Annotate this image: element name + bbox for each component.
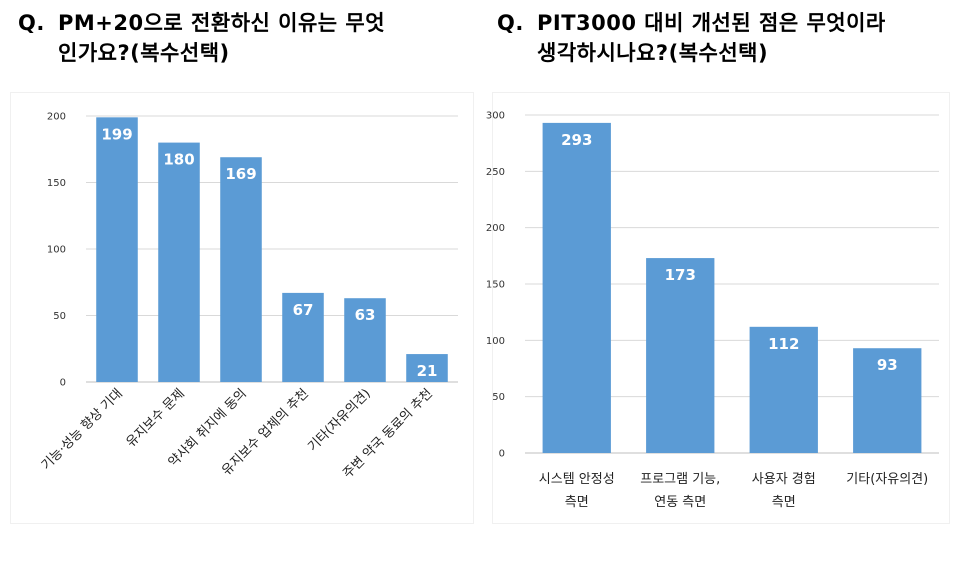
data-label: 21 — [417, 362, 438, 380]
question-prefix: Q. — [18, 11, 45, 35]
bar — [646, 258, 715, 453]
data-label: 112 — [768, 335, 799, 353]
question-2-title: Q. PIT3000 대비 개선된 점은 무엇이라 생각하시나요?(복수선택) — [497, 8, 957, 68]
bar — [406, 354, 448, 382]
y-tick-label: 150 — [47, 178, 66, 189]
y-tick-label: 150 — [486, 280, 505, 291]
y-tick-label: 50 — [492, 392, 505, 403]
y-tick-label: 200 — [47, 112, 66, 123]
x-tick-label: 사용자 경험 — [752, 472, 816, 487]
data-label: 67 — [293, 301, 314, 319]
x-tick-label: 프로그램 기능, — [640, 472, 720, 487]
x-tick-label: 기타(자유의견) — [846, 472, 928, 487]
x-tick-label: 연동 측면 — [654, 495, 706, 510]
y-tick-label: 100 — [47, 245, 66, 256]
data-label: 173 — [665, 266, 696, 284]
y-tick-label: 200 — [486, 223, 505, 234]
data-label: 199 — [101, 125, 132, 143]
x-tick-label: 기타(자유의견) — [305, 386, 374, 455]
data-label: 169 — [225, 165, 256, 183]
x-tick-label: 시스템 안정성 — [539, 472, 615, 487]
bar — [749, 326, 818, 453]
x-tick-label: 측면 — [565, 495, 589, 510]
bar — [220, 157, 262, 382]
data-label: 63 — [355, 306, 376, 324]
question-prefix: Q. — [497, 11, 524, 35]
question-line: 인가요?(복수선택) — [58, 41, 230, 65]
bar — [853, 348, 922, 453]
question-1-title: Q. PM+20으로 전환하신 이유는 무엇 인가요?(복수선택) — [18, 8, 458, 68]
data-label: 180 — [163, 151, 194, 169]
x-tick-label: 유지보수 문제 — [124, 386, 188, 450]
y-tick-label: 300 — [486, 111, 505, 122]
bar — [282, 292, 324, 382]
bar — [96, 117, 138, 382]
x-tick-label: 측면 — [772, 495, 796, 510]
y-tick-label: 250 — [486, 167, 505, 178]
bar — [344, 298, 386, 382]
data-label: 293 — [561, 131, 592, 149]
question-line: 생각하시나요?(복수선택) — [537, 41, 769, 65]
bar — [542, 122, 611, 454]
x-tick-label: 기능·성능 향상 기대 — [39, 386, 126, 473]
bar — [158, 142, 200, 382]
question-line: PM+20으로 전환하신 이유는 무엇 — [58, 11, 386, 35]
y-tick-label: 50 — [53, 311, 66, 322]
question-line: PIT3000 대비 개선된 점은 무엇이라 — [537, 11, 886, 35]
chart-panel-reasons: 0 50 100 150 200 199 기능·성능 향상 기대 180 유지보수 문제 169 약… — [10, 92, 474, 524]
y-tick-label: 0 — [60, 378, 66, 389]
y-tick-label: 0 — [499, 449, 505, 460]
data-label: 93 — [877, 356, 898, 374]
y-tick-label: 100 — [486, 336, 505, 347]
